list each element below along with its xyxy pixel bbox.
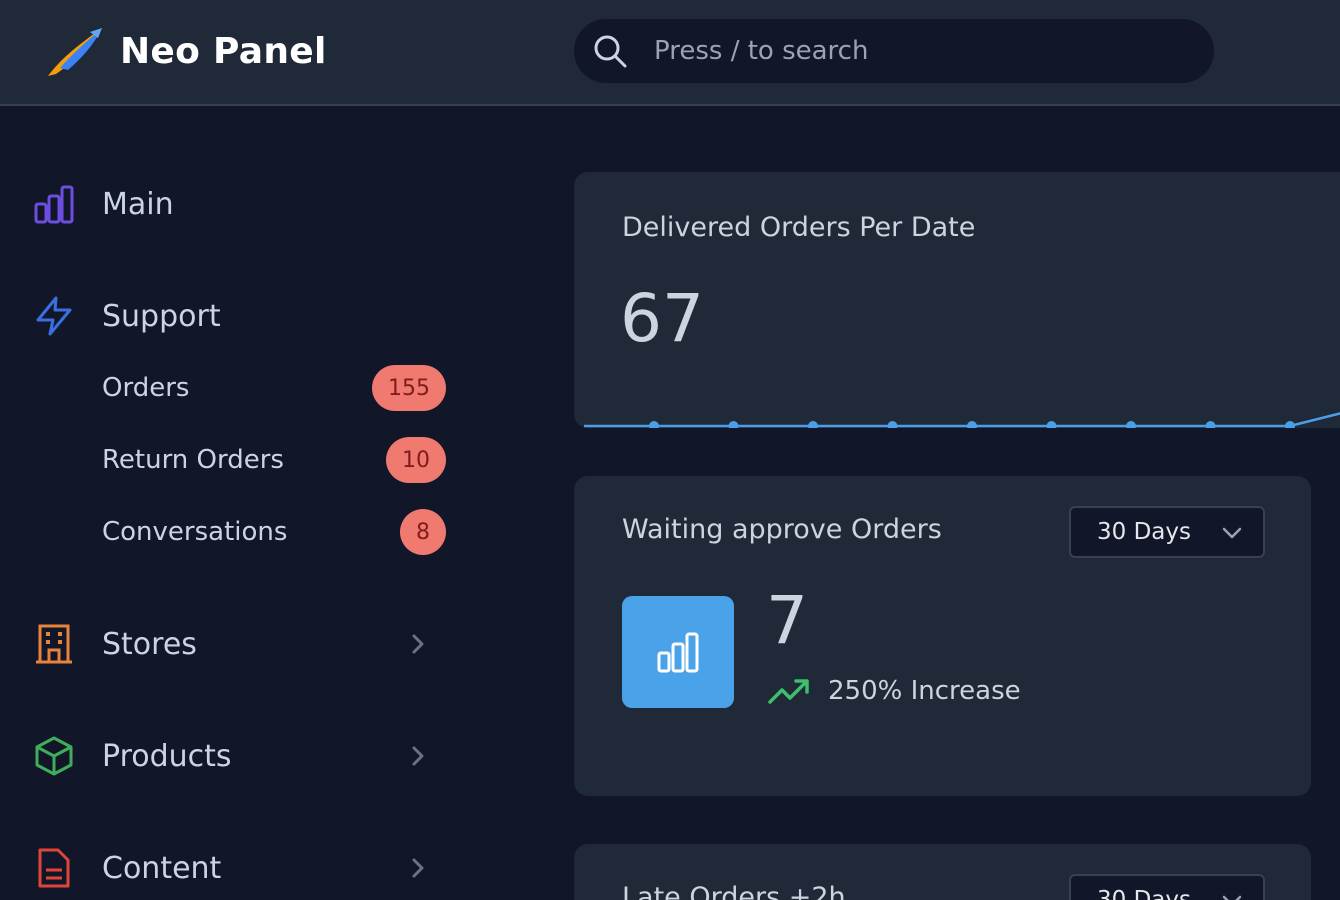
sidebar-item-label: Main [102,186,174,222]
sidebar-item-label: Support [102,298,221,334]
sidebar-subitem-label: Return Orders [102,445,284,475]
rocket-logo-icon [48,28,102,76]
sidebar-subitem-orders[interactable]: Orders 155 [102,364,446,412]
logo[interactable]: Neo Panel [46,24,327,78]
sidebar-subitem-label: Orders [102,373,190,403]
sidebar-item-content[interactable]: Content [34,838,444,898]
period-select-value: 30 Days [1097,519,1191,545]
chart-point [967,421,977,428]
trending-up-icon [768,679,809,704]
sidebar: Main Support Orders 155 Return Orders 10… [0,108,470,900]
chart-point [887,421,898,428]
sidebar-item-products[interactable]: Products [34,726,444,786]
sidebar-item-support[interactable]: Support [34,286,444,346]
chevron-down-icon [1222,527,1242,539]
search-placeholder: Press / to search [654,36,869,66]
card-title: Delivered Orders Per Date [622,212,976,243]
bar-chart-icon [657,632,699,673]
delivered-orders-chart [584,412,1340,428]
chart-point [1046,421,1057,428]
search-icon [594,35,627,68]
stat-value: 7 [766,582,808,659]
change-indicator: 250% Increase [768,676,1021,706]
period-select-value: 30 Days [1097,887,1191,900]
late-orders-card: Late Orders +2h 30 Days [574,844,1311,900]
sidebar-item-main[interactable]: Main [34,174,444,234]
sidebar-item-label: Content [102,850,222,886]
period-select[interactable]: 30 Days [1069,506,1265,558]
chevron-right-icon [412,634,424,654]
chart-point [1126,421,1136,428]
waiting-orders-card: Waiting approve Orders 30 Days 7 250% In… [574,476,1311,796]
change-text: 250% Increase [828,676,1021,706]
sidebar-subitem-return-orders[interactable]: Return Orders 10 [102,436,446,484]
stat-icon-box [622,596,734,708]
sidebar-item-stores[interactable]: Stores [34,614,444,674]
cube-icon [35,736,73,776]
chart-point [649,421,659,428]
sidebar-subitem-conversations[interactable]: Conversations 8 [102,508,446,556]
card-title: Waiting approve Orders [622,514,942,545]
period-select[interactable]: 30 Days [1069,874,1265,900]
chart-point [1205,421,1216,428]
sidebar-item-label: Stores [102,626,197,662]
sidebar-subitem-label: Conversations [102,517,288,547]
count-badge: 8 [400,509,446,555]
chevron-right-icon [412,858,424,878]
count-badge: 10 [386,437,446,483]
building-icon [36,624,72,664]
bar-chart-icon [34,185,74,224]
card-title: Late Orders +2h [622,882,846,900]
chart-point [1285,421,1295,428]
lightning-icon [36,296,72,336]
chart-point [728,421,739,428]
chevron-down-icon [1222,895,1242,900]
delivered-orders-card: Delivered Orders Per Date 67 [574,172,1340,428]
stat-value: 67 [620,280,704,357]
chart-point [808,421,818,428]
search-bar[interactable]: Press / to search [574,19,1214,83]
chart-series-line [584,412,1340,428]
sidebar-item-label: Products [102,738,232,774]
count-badge: 155 [372,365,446,411]
chevron-right-icon [412,746,424,766]
document-icon [38,848,70,888]
app-name: Neo Panel [120,30,327,72]
top-bar: Neo Panel Press / to search [0,0,1340,106]
